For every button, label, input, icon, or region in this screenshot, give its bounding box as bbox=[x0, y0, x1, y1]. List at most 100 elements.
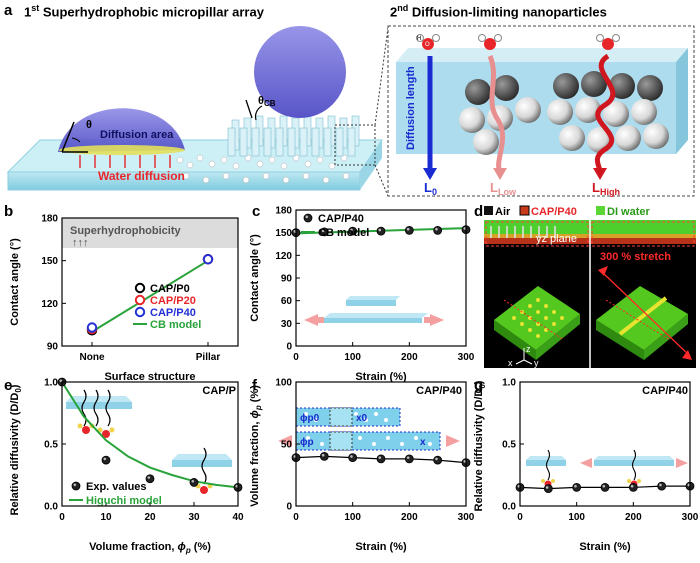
o-atom-label: O bbox=[425, 42, 430, 48]
chart-e-xtick-2: 20 bbox=[144, 512, 156, 523]
x0-label: x0 bbox=[356, 413, 368, 424]
chart-b-legend-marker-0 bbox=[134, 282, 146, 294]
chart-e-xlabel: Volume fraction, ϕp (%) bbox=[89, 541, 211, 555]
chart-c-ytick-5: 150 bbox=[275, 228, 292, 239]
zoom-box bbox=[334, 124, 376, 166]
chart-b-legend-3: CB model bbox=[150, 319, 201, 331]
chart-b-xtick-1: Pillar bbox=[196, 352, 221, 363]
chart-f-point-2-hl bbox=[350, 455, 353, 458]
film-strip-stretched bbox=[295, 431, 441, 451]
phi-p0-label: ϕp0 bbox=[300, 413, 320, 424]
chart-b-legend-2: CAP/P40 bbox=[150, 307, 196, 319]
chart-g: CAP/P40 0 100 200 300 0.0 0.5 1.0 Strain (%) R… bbox=[473, 378, 699, 554]
chart-e-legend-marker bbox=[71, 481, 81, 491]
chart-g-point-4 bbox=[628, 483, 638, 492]
chart-f-ytick-0: 0 bbox=[286, 502, 292, 513]
chart-g-tag: CAP/P40 bbox=[642, 385, 688, 397]
chart-c-xlabel: Strain (%) bbox=[355, 371, 407, 383]
h-atom-label: H bbox=[417, 36, 421, 42]
f-arrow-right bbox=[446, 435, 460, 447]
water-molecules-e-3 bbox=[195, 483, 213, 494]
chart-b: Superhydrophobicity ↑↑↑ None Pillar 90 120 1… bbox=[9, 214, 239, 383]
panel-d-label: d bbox=[474, 203, 484, 220]
diffusion-length-label: Diffusion length bbox=[405, 66, 417, 150]
stretch-arrow-left bbox=[304, 314, 318, 326]
chart-e-ytick-0: 0.0 bbox=[44, 502, 58, 513]
chart-e-ytick-2: 1.0 bbox=[44, 378, 58, 389]
x-label: x bbox=[420, 437, 426, 448]
chart-c-legend-1: CB model bbox=[318, 227, 369, 239]
chart-c-ytick-2: 60 bbox=[281, 296, 293, 307]
chart-g-ytick-0: 0.0 bbox=[502, 502, 516, 513]
chart-e-ytick-1: 0.5 bbox=[44, 440, 58, 451]
chart-b-point-2-0 bbox=[86, 322, 98, 333]
chart-e-point-3 bbox=[189, 478, 199, 487]
chart-g-point-2-hl bbox=[574, 484, 577, 488]
g-film-unstretched bbox=[526, 460, 566, 466]
chart-e-point-2 bbox=[145, 474, 155, 484]
panel-b-label: b bbox=[4, 203, 14, 220]
chart-e-point-1 bbox=[101, 455, 111, 465]
chart-e-point-1-hl bbox=[103, 457, 107, 461]
chart-f-point-5 bbox=[433, 455, 443, 465]
legend-air-swatch bbox=[484, 206, 493, 215]
llow-label: LLow bbox=[490, 180, 517, 197]
chart-g-point-3-hl bbox=[602, 484, 606, 488]
chart-b-ytick-3: 180 bbox=[41, 214, 58, 225]
chart-c-point-5 bbox=[433, 225, 443, 235]
l0-label: L0 bbox=[424, 180, 437, 197]
panel-f-label: f bbox=[252, 377, 257, 394]
lhigh-label: LHigh bbox=[592, 180, 620, 197]
chart-c-ytick-4: 120 bbox=[275, 251, 292, 262]
theta-label: θ bbox=[86, 119, 92, 131]
contact-angle-line bbox=[61, 121, 75, 153]
superhydrophobicity-band bbox=[62, 218, 238, 248]
chart-f-point-4 bbox=[404, 454, 414, 464]
water-diffusion-label: Water diffusion bbox=[98, 169, 185, 183]
water-molecule-3 bbox=[596, 34, 620, 50]
diffusion-area-label: Diffusion area bbox=[100, 129, 174, 141]
panel-d-image: Air CAP/P40 DI water yz plane 300 % stre… bbox=[484, 205, 696, 368]
chart-g-xlabel: Strain (%) bbox=[579, 541, 631, 553]
panel-a-illustration: θ Diffusion area Water diffusion θCB bbox=[6, 25, 695, 197]
particle-cluster-low bbox=[459, 75, 541, 155]
chart-f-tag: CAP/P40 bbox=[416, 385, 462, 397]
path-lhigh bbox=[594, 53, 616, 173]
chart-c-legend-marker-hl bbox=[305, 215, 309, 219]
legend-cap-swatch bbox=[519, 205, 530, 216]
droplet-flat bbox=[58, 108, 185, 152]
chart-g-point-1 bbox=[543, 484, 553, 494]
droplet-spherical bbox=[254, 26, 346, 118]
water-diffusion-arrows bbox=[79, 155, 171, 168]
f-arrow-left bbox=[278, 435, 292, 447]
legend-water-swatch bbox=[596, 206, 605, 215]
chart-c-legend-0: CAP/P40 bbox=[318, 213, 364, 225]
water-molecule-2 bbox=[478, 34, 502, 50]
superhydrophobicity-label: Superhydrophobicity bbox=[70, 225, 182, 237]
chart-c-point-3 bbox=[376, 226, 386, 236]
chart-g-point-4-hl bbox=[630, 484, 634, 488]
axis-z-label: z bbox=[526, 344, 531, 354]
chart-f-ytick-1: 50 bbox=[281, 440, 293, 451]
chart-f-xtick-3: 300 bbox=[458, 512, 475, 523]
chart-e-frame bbox=[61, 381, 239, 507]
chart-c-ytick-3: 90 bbox=[281, 274, 293, 285]
chart-e-xtick-0: 0 bbox=[59, 512, 65, 523]
chart-e-higuchi-curve bbox=[61, 381, 239, 489]
chart-f-point-3-hl bbox=[378, 456, 382, 459]
yz-plane-label: yz plane bbox=[536, 233, 577, 245]
film-unstretched bbox=[346, 300, 396, 306]
chart-f-point-2 bbox=[348, 453, 358, 463]
chart-c-frame bbox=[295, 209, 467, 347]
superhydrophobicity-arrows: ↑↑↑ bbox=[72, 237, 89, 249]
legend-water: DI water bbox=[607, 206, 651, 218]
chart-g-point-3 bbox=[600, 483, 610, 492]
axis-x-label: x bbox=[508, 358, 513, 368]
chart-e: CAP/P 0 10 20 30 40 0.0 0.5 1.0 Exp. values Higu… bbox=[9, 378, 244, 556]
chart-c-point-3-hl bbox=[378, 228, 382, 232]
chart-g-ylabel: Relative diffusivity (D/D0) bbox=[473, 380, 487, 511]
chart-e-xtick-4: 40 bbox=[232, 512, 244, 523]
chart-g-xtick-3: 300 bbox=[682, 512, 699, 523]
panel-g-label: g bbox=[474, 377, 484, 394]
chart-f-ylabel: Volume fraction, ϕp (%) bbox=[249, 385, 263, 507]
